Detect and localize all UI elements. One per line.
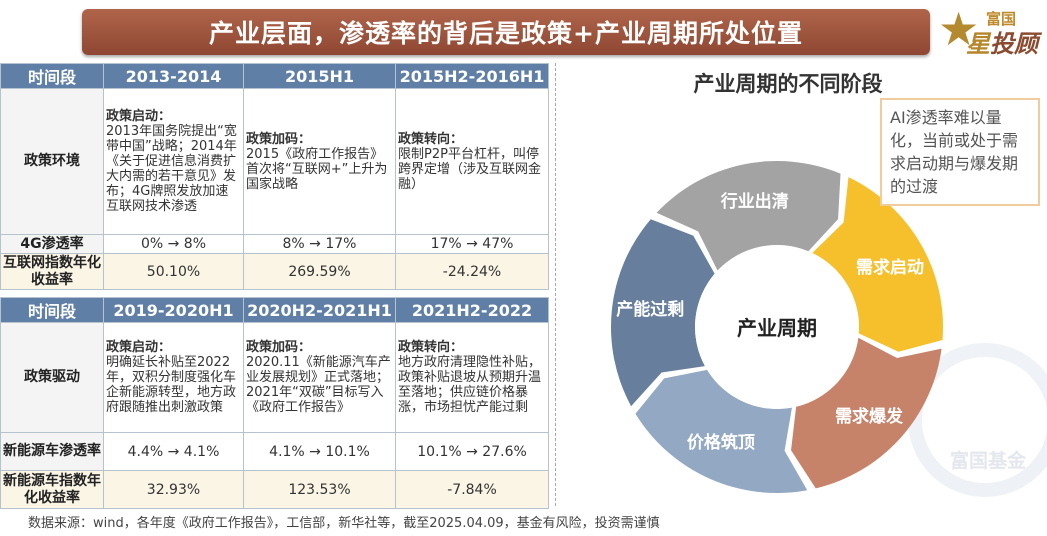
table-row: 互联网指数年化收益率 50.10% 269.59% -24.24% [0,253,549,290]
row-label: 新能源车指数年化收益率 [0,470,104,509]
logo-line1: 富国 [986,10,1017,28]
policy-cell: 政策启动： 2013年国务院提出“宽带中国”战略；2014年《关于促进信息消费扩大… [103,88,244,235]
source-note: 数据来源：wind，各年度《政府工作报告》，工信部，新华社等，截至2025.04… [28,516,660,531]
cycle-stage-label: 需求爆发 [835,406,904,427]
table-row: 政策环境 政策启动： 2013年国务院提出“宽带中国”战略；2014年《关于促进信… [0,88,549,235]
cycle-hub [695,245,859,409]
value-cell: 0% → 8% [103,234,244,254]
header-cell: 时间段 [0,63,104,89]
header-cell: 2021H2-2022 [395,297,549,323]
cycle-stage-label: 需求启动 [856,257,924,278]
cycle-segment-5 [611,219,715,407]
cycle-center-label: 产业周期 [737,316,817,340]
header-cell: 2015H1 [243,63,396,89]
cycle-stage-label: 产能过剩 [616,299,684,320]
header-cell: 2020H2-2021H1 [243,297,396,323]
policy-cell: 政策加码： 2020.11《新能源汽车产业发展规划》正式落地；2021年“双碳”目… [243,322,396,433]
internet-table: 时间段 2013-2014 2015H1 2015H2-2016H1 政策环境 … [0,63,549,290]
table-header-row: 时间段 2019-2020H1 2020H2-2021H1 2021H2-202… [0,297,549,323]
header-cell: 2019-2020H1 [103,297,244,323]
header-cell: 2013-2014 [103,63,244,89]
cycle-segment-3 [791,337,942,489]
policy-cell: 政策转向： 限制P2P平台杠杆，叫停跨界定增（涉及互联网金融） [395,88,549,235]
row-label: 新能源车渗透率 [0,432,104,471]
brand-logo: ★ 富国 星投顾 [938,2,1042,58]
value-cell: 17% → 47% [395,234,549,254]
page-title: 产业层面，渗透率的背后是政策+产业周期所处位置 [209,19,803,48]
panel-divider [555,63,556,506]
value-cell: 10.1% → 27.6% [395,432,549,471]
value-cell: -7.84% [395,470,549,509]
cycle-title: 产业周期的不同阶段 [693,72,883,96]
value-cell: 4.1% → 10.1% [243,432,396,471]
policy-cell: 政策启动： 明确延长补贴至2022年，双积分制度强化车企新能源转型，地方政府跟随推… [103,322,244,433]
row-label: 政策环境 [0,88,104,235]
table-header-row: 时间段 2013-2014 2015H1 2015H2-2016H1 [0,63,549,89]
cycle-segment-2 [812,177,944,352]
row-label: 4G渗透率 [0,234,104,254]
policy-cell: 政策加码： 2015《政府工作报告》首次将“互联网+”上升为国家战略 [243,88,396,235]
logo-line2: 星投顾 [966,30,1038,58]
cycle-stage-label: 价格筑顶 [687,432,755,453]
value-cell: 123.53% [243,470,396,509]
value-cell: 32.93% [103,470,244,509]
table-row: 新能源车指数年化收益率 32.93% 123.53% -7.84% [0,470,549,509]
table-row: 4G渗透率 0% → 8% 8% → 17% 17% → 47% [0,234,549,254]
value-cell: 269.59% [243,253,396,290]
watermark-text: 富国基金 [950,449,1027,472]
table-row: 新能源车渗透率 4.4% → 4.1% 4.1% → 10.1% 10.1% →… [0,432,549,471]
title-banner: 产业层面，渗透率的背后是政策+产业周期所处位置 [82,9,930,55]
star-icon: ★ [938,2,980,56]
watermark: 富国基金 [908,343,1047,497]
nev-table: 时间段 2019-2020H1 2020H2-2021H1 2021H2-202… [0,297,549,509]
cycle-segment-1 [656,161,841,271]
value-cell: 8% → 17% [243,234,396,254]
header-cell: 2015H2-2016H1 [395,63,549,89]
value-cell: -24.24% [395,253,549,290]
value-cell: 50.10% [103,253,244,290]
policy-cell: 政策转向： 地方政府清理隐性补贴，政策补贴退坡从预期升温至落地；供应链价格暴涨，市… [395,322,549,433]
ai-note: AI渗透率难以量化，当前或处于需求启动期与爆发期的过渡 [880,98,1040,206]
cycle-segment-4 [635,369,808,493]
cycle-stage-label: 行业出清 [720,191,789,212]
